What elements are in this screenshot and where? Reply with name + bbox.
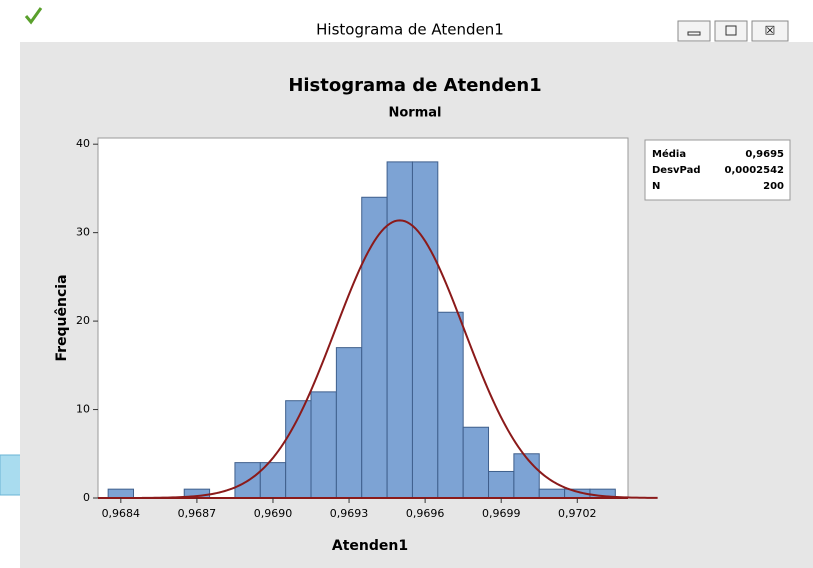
bar	[513, 453, 540, 499]
minimize-icon	[687, 31, 701, 36]
x-tick-label: 0,9687	[178, 507, 217, 520]
stat-value: 0,0002542	[725, 165, 785, 176]
window-controls[interactable]: ☒	[677, 20, 789, 42]
close-icon: ☒	[765, 24, 776, 38]
y-tick-label: 40	[76, 137, 90, 150]
close-button[interactable]	[751, 20, 789, 42]
y-tick-label: 0	[83, 491, 90, 504]
bar	[538, 488, 566, 499]
bar	[462, 426, 490, 499]
chart-title: Histograma de Atenden1	[288, 75, 541, 96]
bar	[386, 161, 413, 499]
stat-name: Média	[652, 148, 686, 160]
chart-subtitle: Normal	[389, 106, 442, 121]
stat-name: DesvPad	[652, 165, 701, 176]
x-axis-label: Atenden1	[332, 538, 408, 554]
maximize-icon	[725, 25, 737, 36]
normal-fit	[141, 219, 658, 499]
bar	[361, 196, 388, 499]
y-tick-label: 20	[76, 314, 90, 327]
x-tick-label: 0,9702	[558, 507, 597, 520]
y-axis-label: Frequência	[54, 274, 70, 361]
x-tick-label: 0,9684	[102, 507, 141, 520]
y-tick-label: 30	[76, 226, 90, 239]
bar	[411, 161, 439, 499]
minimize-button[interactable]	[677, 20, 711, 42]
x-tick-label: 0,9693	[330, 507, 369, 520]
x-tick-label: 0,9699	[482, 507, 521, 520]
bar	[488, 470, 515, 499]
stats-box	[644, 139, 791, 201]
stat-name: N	[652, 181, 660, 192]
y-tick-label: 10	[76, 403, 90, 416]
x-tick-label: 0,9696	[406, 507, 445, 520]
maximize-button[interactable]	[714, 20, 748, 42]
bar	[310, 391, 337, 499]
bar	[107, 488, 135, 499]
x-tick-label: 0,9690	[254, 507, 293, 520]
stat-value: 0,9695	[745, 149, 784, 160]
window-title: Histograma de Atenden1	[316, 21, 504, 39]
stat-value: 200	[763, 181, 784, 192]
app-icon	[24, 7, 43, 25]
bar	[437, 311, 464, 499]
bar	[335, 347, 363, 499]
